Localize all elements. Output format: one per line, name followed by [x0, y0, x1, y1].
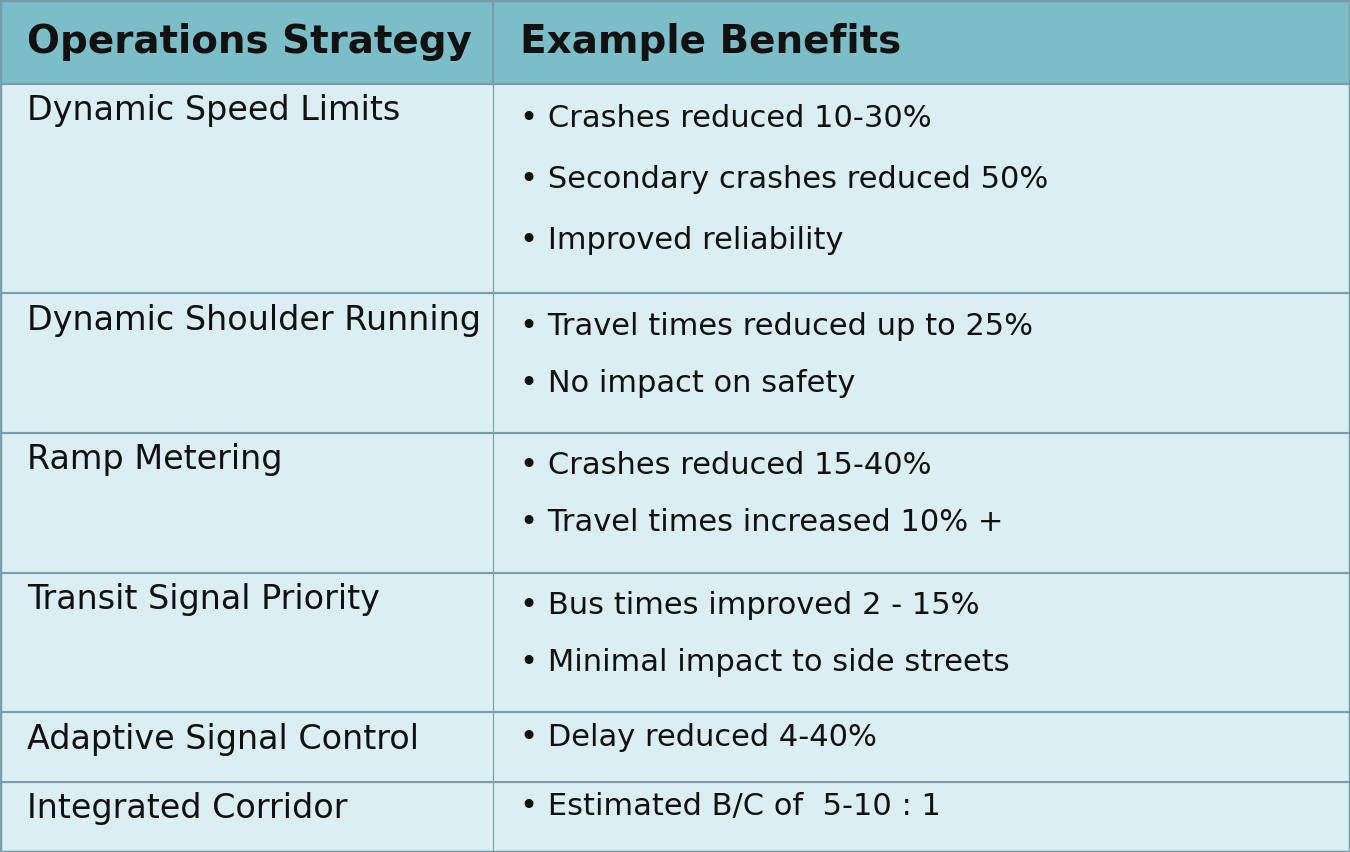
Text: • Crashes reduced 10-30%: • Crashes reduced 10-30%	[520, 104, 932, 133]
Bar	[0, 433, 1350, 573]
Bar	[0, 782, 1350, 852]
Text: • Crashes reduced 15-40%: • Crashes reduced 15-40%	[520, 452, 932, 481]
Text: • Minimal impact to side streets: • Minimal impact to side streets	[520, 648, 1010, 677]
Text: • Secondary crashes reduced 50%: • Secondary crashes reduced 50%	[520, 164, 1048, 194]
Bar	[0, 712, 1350, 782]
Bar	[0, 293, 1350, 433]
Bar	[0, 83, 1350, 293]
Text: Integrated Corridor: Integrated Corridor	[27, 792, 347, 826]
Text: • Bus times improved 2 - 15%: • Bus times improved 2 - 15%	[520, 591, 979, 620]
Text: Dynamic Speed Limits: Dynamic Speed Limits	[27, 94, 400, 127]
Text: • Travel times reduced up to 25%: • Travel times reduced up to 25%	[520, 312, 1033, 341]
Text: • Travel times increased 10% +: • Travel times increased 10% +	[520, 509, 1003, 538]
Text: Transit Signal Priority: Transit Signal Priority	[27, 583, 379, 616]
Text: • Estimated B/C of  5-10 : 1: • Estimated B/C of 5-10 : 1	[520, 792, 941, 821]
Text: Operations Strategy: Operations Strategy	[27, 23, 472, 60]
Text: Example Benefits: Example Benefits	[520, 23, 900, 60]
Bar	[0, 0, 1350, 83]
Bar	[0, 573, 1350, 712]
Text: • Improved reliability: • Improved reliability	[520, 226, 844, 256]
Text: Dynamic Shoulder Running: Dynamic Shoulder Running	[27, 303, 481, 337]
Text: Adaptive Signal Control: Adaptive Signal Control	[27, 722, 418, 756]
Text: • No impact on safety: • No impact on safety	[520, 369, 855, 398]
Text: • Delay reduced 4-40%: • Delay reduced 4-40%	[520, 722, 876, 751]
Text: Ramp Metering: Ramp Metering	[27, 443, 282, 476]
